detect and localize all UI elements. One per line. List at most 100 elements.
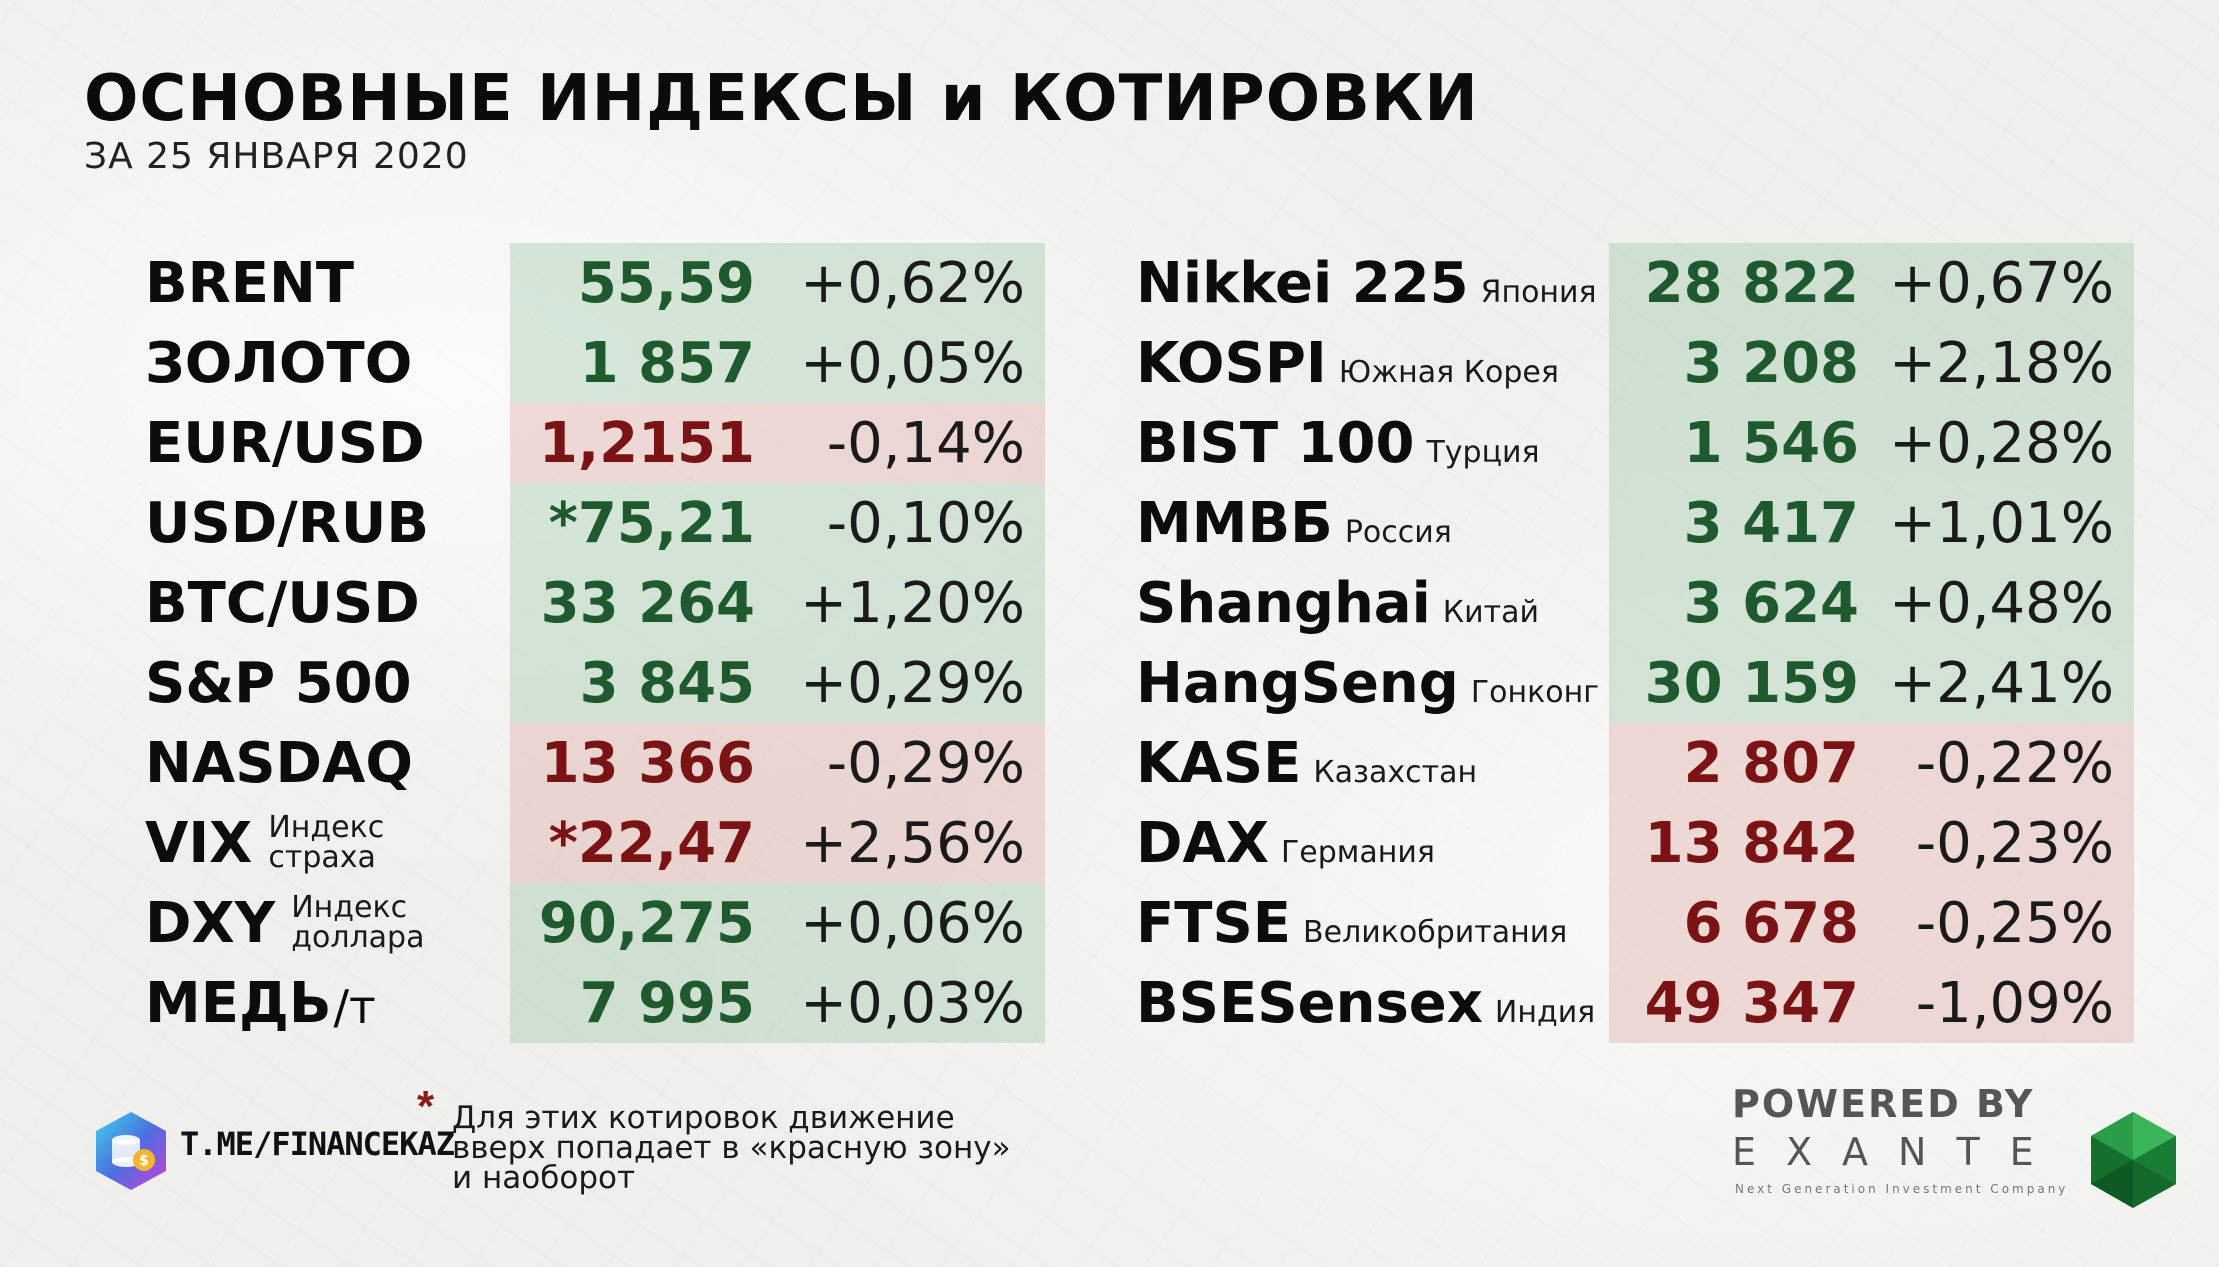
quote-row: EUR/USD 1,2151 -0,14% xyxy=(145,403,1045,483)
quote-value: 3 208 xyxy=(1683,330,1859,396)
instrument-label: FTSE xyxy=(1136,890,1292,956)
quote-row: S&P 500 3 845 +0,29% xyxy=(145,643,1045,723)
quote-change: +0,06% xyxy=(800,890,1025,956)
instrument-label: S&P 500 xyxy=(145,650,412,716)
instrument-name: ММВБ Россия xyxy=(1136,483,1452,563)
page-title: ОСНОВНЫЕ ИНДЕКСЫ и КОТИРОВКИ xyxy=(84,62,1479,136)
instrument-name: ЗОЛОТО xyxy=(145,323,412,403)
instrument-name: BTC/USD xyxy=(145,563,420,643)
quote-row: USD/RUB *75,21 -0,10% xyxy=(145,483,1045,563)
instrument-label: KASE xyxy=(1136,730,1302,796)
quote-value: 90,275 xyxy=(538,890,755,956)
quote-value: 3 417 xyxy=(1683,490,1859,556)
instrument-label: ЗОЛОТО xyxy=(145,330,413,396)
telegram-channel-link[interactable]: T.ME/FINANCEKAZ xyxy=(180,1125,455,1163)
instrument-label: EUR/USD xyxy=(145,410,425,476)
quote-row: DXY Индекс доллара 90,275 +0,06% xyxy=(145,883,1045,963)
red-zone-cell xyxy=(510,723,1045,803)
instrument-name: KOSPI Южная Корея xyxy=(1136,323,1559,403)
quote-value: 28 822 xyxy=(1644,250,1859,316)
quote-change: +2,41% xyxy=(1889,650,2114,716)
instrument-label: ММВБ xyxy=(1136,490,1333,556)
quote-row: FTSE Великобритания 6 678 -0,25% xyxy=(1136,883,2134,963)
exante-brand: EXANTE xyxy=(1732,1130,2064,1174)
quote-value: *75,21 xyxy=(548,490,755,556)
instrument-label: BIST 100 xyxy=(1136,410,1415,476)
quote-change: +0,62% xyxy=(800,250,1025,316)
quote-change: -0,10% xyxy=(826,490,1025,556)
green-zone-cell xyxy=(1609,643,2134,723)
instrument-description: Индекс доллара xyxy=(291,893,424,953)
instrument-label: HangSeng xyxy=(1136,650,1459,716)
instrument-country: Гонконг xyxy=(1470,674,1599,710)
instrument-name: BRENT xyxy=(145,243,354,323)
instrument-name: EUR/USD xyxy=(145,403,425,483)
quote-change: -1,09% xyxy=(1915,970,2114,1036)
green-zone-cell xyxy=(510,643,1045,723)
quote-change: +0,48% xyxy=(1889,570,2114,636)
instrument-country: Великобритания xyxy=(1303,914,1568,950)
indices-panel: Nikkei 225 Япония 28 822 +0,67% KOSPI Южная К… xyxy=(1136,243,2134,1043)
instrument-name: BSESensex Индия xyxy=(1136,963,1595,1043)
quote-change: +1,01% xyxy=(1889,490,2114,556)
quote-value: 6 678 xyxy=(1683,890,1859,956)
quote-change: -0,14% xyxy=(826,410,1025,476)
exante-gem-logo-icon xyxy=(2091,1112,2176,1208)
quote-row: NASDAQ 13 366 -0,29% xyxy=(145,723,1045,803)
quote-change: -0,29% xyxy=(826,730,1025,796)
footnote-line: вверх попадает в «красную зону» xyxy=(452,1130,1011,1166)
quote-value: 3 624 xyxy=(1683,570,1859,636)
quote-value: 2 807 xyxy=(1683,730,1859,796)
green-zone-cell xyxy=(1609,403,2134,483)
quote-change: -0,23% xyxy=(1915,810,2114,876)
instrument-label: BTC/USD xyxy=(145,570,420,636)
instrument-label: BRENT xyxy=(145,250,355,316)
instrument-country: Турция xyxy=(1426,434,1540,470)
instrument-unit: /т xyxy=(333,980,376,1034)
instrument-label: VIX xyxy=(145,810,253,876)
telegram-logo-icon: $ xyxy=(96,1112,166,1190)
quote-row: ММВБ Россия 3 417 +1,01% xyxy=(1136,483,2134,563)
red-zone-cell xyxy=(1609,883,2134,963)
quote-row: МЕДЬ/т 7 995 +0,03% xyxy=(145,963,1045,1043)
instrument-country: Южная Корея xyxy=(1338,354,1559,390)
red-zone-cell xyxy=(1609,723,2134,803)
instrument-description: Индекс страха xyxy=(268,813,384,873)
instrument-name: DAX Германия xyxy=(1136,803,1435,883)
instrument-description-line: Индекс xyxy=(268,810,385,845)
quote-row: Shanghai Китай 3 624 +0,48% xyxy=(1136,563,2134,643)
quote-row: BTC/USD 33 264 +1,20% xyxy=(145,563,1045,643)
footnote-line: и наоборот xyxy=(452,1160,636,1196)
instrument-name: HangSeng Гонконг xyxy=(1136,643,1599,723)
quote-value: 1 857 xyxy=(579,330,755,396)
powered-by-label: POWERED BY xyxy=(1732,1082,2035,1126)
instrument-label: Shanghai xyxy=(1136,570,1431,636)
quote-row: HangSeng Гонконг 30 159 +2,41% xyxy=(1136,643,2134,723)
quote-value: 3 845 xyxy=(579,650,755,716)
footnote-star: * xyxy=(417,1082,435,1131)
green-zone-cell xyxy=(1609,323,2134,403)
green-zone-cell xyxy=(1609,243,2134,323)
commodities-panel: BRENT 55,59 +0,62% ЗОЛОТО 1 857 +0,05% EUR/USD… xyxy=(145,243,1045,1043)
instrument-label: Nikkei 225 xyxy=(1136,250,1469,316)
quote-row: BIST 100 Турция 1 546 +0,28% xyxy=(1136,403,2134,483)
quote-row: BSESensex Индия 49 347 -1,09% xyxy=(1136,963,2134,1043)
instrument-label: BSESensex xyxy=(1136,970,1483,1036)
quote-value: 1 546 xyxy=(1683,410,1859,476)
footnote-text: Для этих котировок движение вверх попада… xyxy=(452,1103,1092,1196)
quote-change: +0,05% xyxy=(800,330,1025,396)
instrument-name: Shanghai Китай xyxy=(1136,563,1539,643)
instrument-label: NASDAQ xyxy=(145,730,413,796)
quote-value: 49 347 xyxy=(1644,970,1859,1036)
instrument-country: Япония xyxy=(1480,274,1597,310)
instrument-country: Россия xyxy=(1344,514,1452,550)
red-zone-cell xyxy=(510,803,1045,883)
instrument-description-line: доллара xyxy=(291,920,425,955)
instrument-label: МЕДЬ xyxy=(145,970,332,1036)
quote-value: 30 159 xyxy=(1644,650,1859,716)
green-zone-cell xyxy=(510,323,1045,403)
exante-tagline: Next Generation Investment Company xyxy=(1735,1182,2069,1196)
quote-value: 33 264 xyxy=(540,570,755,636)
red-zone-cell xyxy=(1609,803,2134,883)
quote-value: 13 366 xyxy=(540,730,755,796)
